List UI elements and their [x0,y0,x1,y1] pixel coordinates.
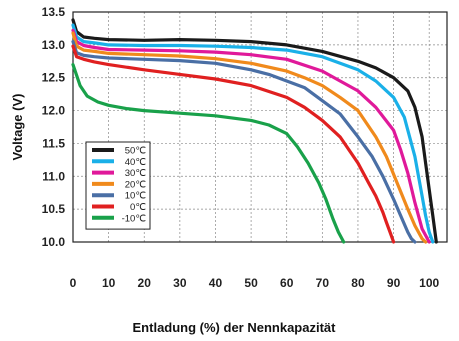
y-tick-label: 10.5 [42,202,66,216]
y-tick-label: 10.0 [42,235,66,249]
x-tick-label: 60 [280,276,294,290]
x-tick-label: 90 [387,276,401,290]
x-tick-label: 10 [102,276,116,290]
x-tick-label: 20 [138,276,152,290]
series-layer [71,18,438,244]
y-tick-labels: 10.0 10.5 11.0 11.5 12.0 12.5 13.0 13.5 [42,5,66,249]
y-tick-label: 13.5 [42,5,66,19]
x-tick-label: 100 [419,276,439,290]
x-tick-label: 30 [173,276,187,290]
series-line [71,28,431,244]
x-tick-labels: 0 10 20 30 40 50 60 70 80 90 100 [70,276,440,290]
x-tick-label: 70 [316,276,330,290]
y-tick-label: 11.5 [42,136,65,150]
legend-label: -10℃ [122,213,147,224]
legend-label: 10℃ [125,191,147,202]
x-tick-label: 0 [70,276,77,290]
legend-label: 30℃ [125,168,147,179]
y-tick-label: 11.0 [42,169,65,183]
y-tick-label: 13.0 [42,38,66,52]
legend-label: 0℃ [130,202,146,213]
plot-area-frame [72,11,448,243]
x-tick-label: 50 [244,276,258,290]
series-line [71,23,435,244]
series-line [71,31,428,244]
y-tick-label: 12.0 [42,104,66,118]
legend: 50℃40℃30℃20℃10℃0℃-10℃ [85,141,151,230]
y-tick-label: 12.5 [42,71,66,85]
legend-label: 50℃ [125,146,147,157]
x-tick-label: 80 [351,276,365,290]
legend-label: 20℃ [125,179,147,190]
x-axis-title: Entladung (%) der Nennkapazität [133,320,337,335]
series-line [71,39,417,244]
series-line [71,62,346,244]
legend-label: 40℃ [125,157,147,168]
x-tick-label: 40 [209,276,223,290]
series-line [71,18,438,244]
y-axis-title: Voltage (V) [10,94,25,161]
series-line [71,44,396,244]
